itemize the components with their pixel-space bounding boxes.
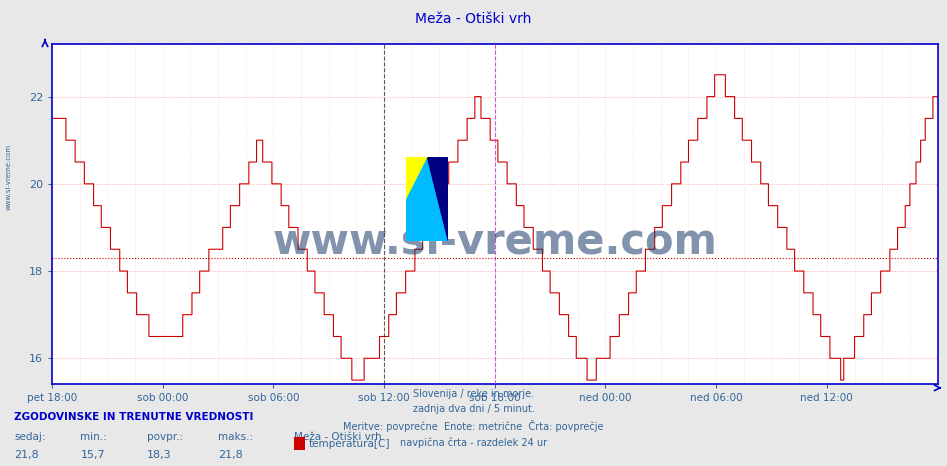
Text: 21,8: 21,8	[218, 450, 242, 459]
Text: maks.:: maks.:	[218, 432, 253, 442]
Text: Slovenija / reke in morje.
zadnja dva dni / 5 minut.
Meritve: povprečne  Enote: : Slovenija / reke in morje. zadnja dva dn…	[343, 389, 604, 447]
Polygon shape	[405, 157, 448, 240]
Polygon shape	[405, 157, 427, 199]
Text: povpr.:: povpr.:	[147, 432, 183, 442]
Text: 21,8: 21,8	[14, 450, 39, 459]
Text: www.si-vreme.com: www.si-vreme.com	[273, 220, 717, 262]
Text: Meža - Otiški vrh: Meža - Otiški vrh	[294, 432, 382, 442]
Polygon shape	[427, 157, 448, 240]
Text: 18,3: 18,3	[147, 450, 171, 459]
Polygon shape	[427, 157, 448, 240]
Text: sedaj:: sedaj:	[14, 432, 45, 442]
Text: Meža - Otiški vrh: Meža - Otiški vrh	[416, 12, 531, 26]
Text: ZGODOVINSKE IN TRENUTNE VREDNOSTI: ZGODOVINSKE IN TRENUTNE VREDNOSTI	[14, 412, 254, 422]
Text: www.si-vreme.com: www.si-vreme.com	[6, 144, 11, 210]
Polygon shape	[405, 157, 427, 199]
Text: min.:: min.:	[80, 432, 107, 442]
Text: temperatura[C]: temperatura[C]	[309, 439, 390, 449]
Text: 15,7: 15,7	[80, 450, 105, 459]
Polygon shape	[405, 157, 448, 240]
